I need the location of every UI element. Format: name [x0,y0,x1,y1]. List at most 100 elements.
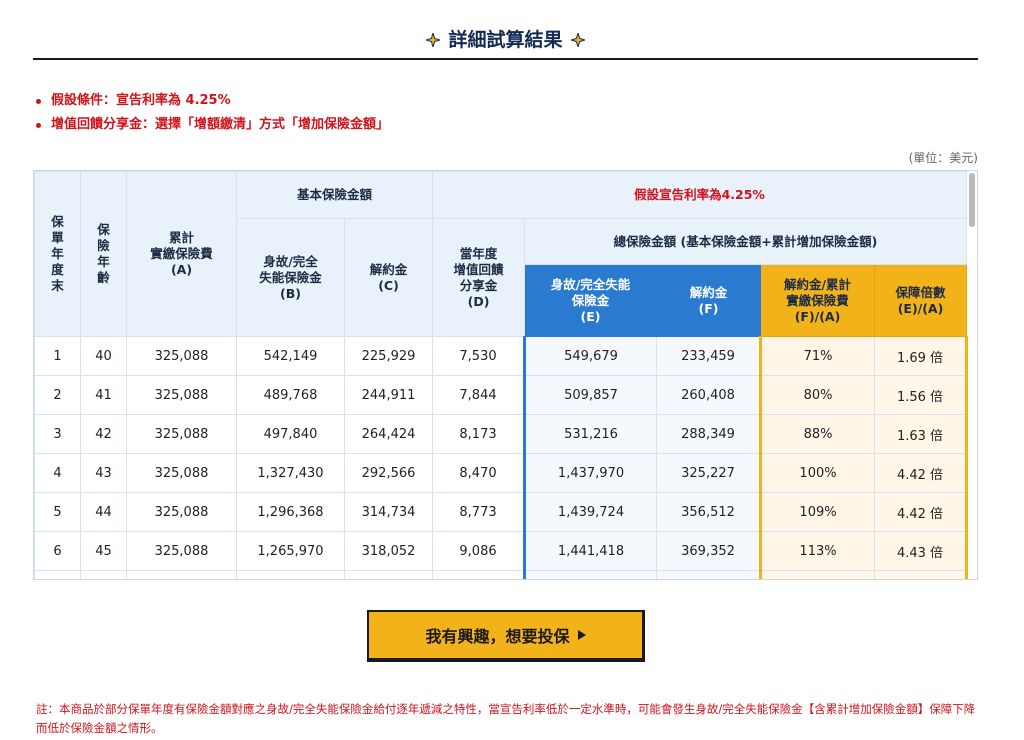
table-cell: 8,773 [432,492,526,532]
table-cell [874,570,969,579]
table-cell: 497,840 [236,414,345,454]
table-cell: 1,439,724 [523,492,658,532]
table-cell [523,570,658,579]
table-row: 1 40 325,088 542,149 225,929 7,530 549,679 233,… [34,336,969,376]
table-cell: 42 [80,414,127,454]
table-cell: 356,512 [656,492,762,532]
table-cell: 1 [34,336,81,376]
table-cell: 7,844 [432,375,526,415]
table-cell: 549,679 [523,336,658,376]
table-cell: 6 [34,531,81,571]
header-surrender-c: 解約金 (C) [343,218,434,337]
table-cell: 7,530 [432,336,526,376]
table-scrollbar[interactable] [969,173,975,227]
header-cum-premium: 累計 實繳保險費 (A) [126,171,237,337]
table-cell: 4.42 倍 [874,492,969,532]
header-death-benefit-b: 身故/完全 失能保險金 (B) [236,218,345,337]
table-cell: 1.63 倍 [874,414,969,454]
header-assumed-group: 假設宣告利率為4.25% [432,171,968,219]
table-cell [80,570,127,579]
table-cell [432,570,526,579]
table-cell: 45 [80,531,127,571]
disclaimer-footnote: 註：本商品於部分保單年度有保險金額對應之身故/完全失能保險金給付逐年遞減之特性，… [36,702,976,735]
table-cell: 318,052 [343,531,434,571]
table-cell: 288,349 [656,414,762,454]
table-cell [759,570,876,579]
table-cell: 1,296,368 [236,492,345,532]
table-row [34,570,969,579]
note-item: 假設條件：宣告利率為 4.25% [36,89,389,113]
table-cell: 225,929 [343,336,434,376]
table-cell: 1,437,970 [523,453,658,493]
apply-button-label: 我有興趣，想要投保 [425,627,570,646]
table-cell: 542,149 [236,336,345,376]
play-arrow-icon [577,630,586,640]
table-cell: 1,265,970 [236,531,345,571]
header-policy-year: 保單年度末 [34,171,81,337]
sparkle-icon [570,33,585,47]
header-dividend-d: 當年度 增值回饋 分享金 (D) [432,218,526,337]
table-cell: 8,470 [432,453,526,493]
table-cell: 40 [80,336,127,376]
table-cell: 369,352 [656,531,762,571]
table-cell: 4.43 倍 [874,531,969,571]
table-cell: 71% [759,336,876,376]
table-cell: 531,216 [523,414,658,454]
table-cell: 1,327,430 [236,453,345,493]
table-row: 5 44 325,088 1,296,368 314,734 8,773 1,439,724… [34,492,969,532]
bullet-icon [36,122,41,128]
note-item: 增值回饋分享金：選擇「增額繳清」方式「增加保險金額」 [36,113,389,137]
result-table-container[interactable]: 保單年度末 保險年齡 累計 實繳保險費 (A) 基本保險金額 假設宣告利率為4.25… [33,170,978,580]
header-basic-group: 基本保險金額 [235,171,434,219]
table-cell [34,570,81,579]
table-cell: 1.56 倍 [874,375,969,415]
table-cell: 325,088 [126,492,237,532]
table-row: 2 41 325,088 489,768 244,911 7,844 509,857 260,… [34,375,969,415]
table-cell: 1,441,418 [523,531,658,571]
sparkle-icon [426,33,441,47]
table-header: 保單年度末 保險年齡 累計 實繳保險費 (A) 基本保險金額 假設宣告利率為4.25… [34,171,968,337]
table-cell: 4 [34,453,81,493]
table-cell: 80% [759,375,876,415]
table-cell [343,570,434,579]
header-surrender-f: 解約金 (F) [656,264,762,337]
table-cell: 113% [759,531,876,571]
table-cell: 109% [759,492,876,532]
table-cell: 4.42 倍 [874,453,969,493]
table-cell [236,570,345,579]
table-cell: 325,088 [126,453,237,493]
header-death-benefit-e: 身故/完全失能 保險金 (E) [524,264,658,337]
table-cell: 1.69 倍 [874,336,969,376]
table-cell: 264,424 [343,414,434,454]
table-cell: 44 [80,492,127,532]
table-row: 3 42 325,088 497,840 264,424 8,173 531,216 288,… [34,414,969,454]
unit-label: (單位：美元) [908,151,978,165]
table-cell: 509,857 [523,375,658,415]
header-total-group: 總保險金額 (基本保險金額+累計增加保險金額) [524,218,968,265]
table-body: 1 40 325,088 542,149 225,929 7,530 549,679 233,… [34,336,969,579]
table-cell: 8,173 [432,414,526,454]
table-cell: 88% [759,414,876,454]
table-cell: 244,911 [343,375,434,415]
table-cell: 43 [80,453,127,493]
table-cell: 489,768 [236,375,345,415]
table-row: 4 43 325,088 1,327,430 292,566 8,470 1,437,970… [34,453,969,493]
apply-button[interactable]: 我有興趣，想要投保 [367,610,645,662]
page-title: 詳細試算結果 [448,29,563,51]
table-cell: 325,227 [656,453,762,493]
table-cell: 325,088 [126,531,237,571]
table-cell: 260,408 [656,375,762,415]
bullet-icon [36,98,41,104]
header-age: 保險年齡 [80,171,127,337]
table-cell: 3 [34,414,81,454]
table-cell: 325,088 [126,414,237,454]
header-multiple: 保障倍數 (E)/(A) [874,264,968,337]
table-cell: 325,088 [126,336,237,376]
table-cell: 41 [80,375,127,415]
table-cell: 5 [34,492,81,532]
table-cell [656,570,762,579]
table-cell: 2 [34,375,81,415]
table-cell: 325,088 [126,375,237,415]
table-cell: 233,459 [656,336,762,376]
table-cell [126,570,237,579]
